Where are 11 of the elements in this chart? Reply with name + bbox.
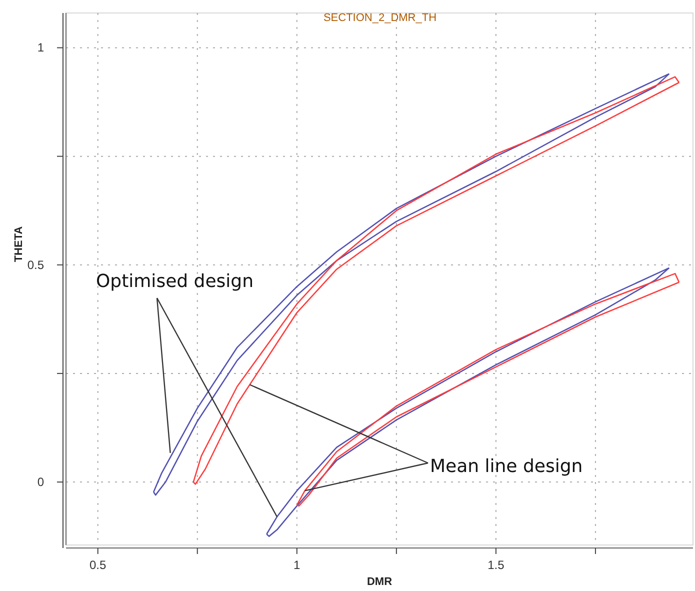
annotation: Mean line design: [430, 456, 583, 477]
x-axis-title: DMR: [366, 576, 392, 588]
y-tick-label: 1: [37, 40, 44, 55]
chart-title: SECTION_2_DMR_TH: [323, 12, 437, 24]
y-tick-label: 0.5: [27, 258, 44, 272]
y-tick-label: 0: [37, 475, 44, 490]
x-tick-label: 1: [294, 558, 301, 572]
annotation: Optimised design: [96, 271, 254, 292]
y-axis-title: THETA: [13, 226, 25, 262]
x-tick-label: 0.5: [90, 558, 107, 572]
x-tick-label: 1.5: [488, 558, 505, 572]
